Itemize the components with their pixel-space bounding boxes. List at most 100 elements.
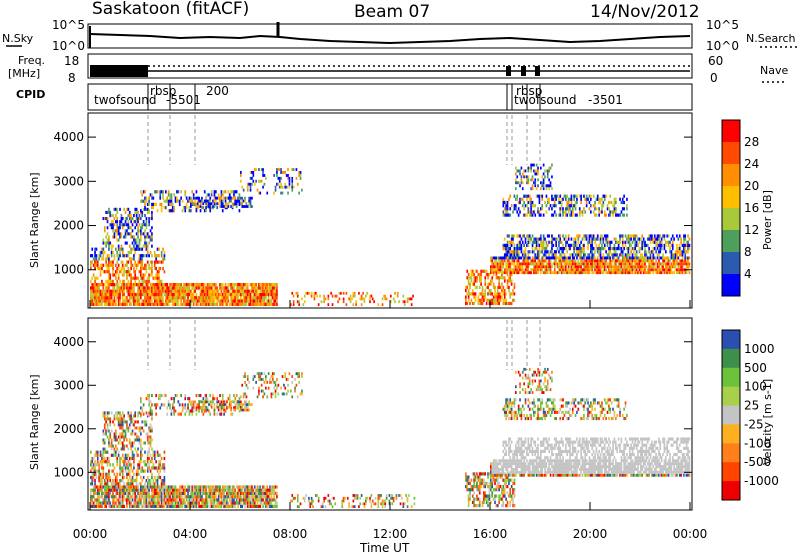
range-cell (502, 298, 505, 302)
range-cell (635, 265, 638, 269)
range-cell (109, 241, 112, 245)
range-cell (541, 175, 544, 179)
range-cell (605, 237, 607, 241)
range-cell (526, 181, 528, 185)
range-cell (621, 250, 624, 254)
range-cell (648, 271, 650, 275)
range-cell (559, 210, 562, 214)
range-cell (145, 479, 148, 483)
range-cell (178, 491, 181, 495)
range-cell (263, 302, 266, 306)
range-cell (266, 191, 269, 195)
range-cell (142, 460, 145, 464)
range-cell (127, 289, 130, 293)
range-cell (566, 256, 569, 260)
range-cell (251, 176, 253, 180)
range-cell (680, 250, 682, 254)
range-cell (124, 463, 127, 467)
range-cell (523, 213, 525, 217)
range-cell (116, 491, 119, 495)
range-cell (144, 207, 146, 211)
range-cell (517, 240, 520, 244)
range-cell (226, 292, 228, 297)
range-cell (126, 453, 128, 457)
range-cell (609, 250, 612, 254)
range-cell (135, 475, 138, 480)
range-cell (146, 296, 149, 300)
range-cell (537, 172, 539, 176)
range-cell (684, 271, 687, 275)
range-cell (233, 504, 235, 508)
range-cell (177, 491, 180, 495)
range-cell (231, 302, 234, 306)
range-cell (298, 191, 300, 195)
range-cell (626, 247, 628, 251)
range-cell (178, 495, 181, 499)
range-cell (108, 469, 110, 473)
range-cell (160, 296, 163, 300)
range-cell (588, 265, 591, 269)
range-cell (220, 495, 223, 499)
range-cell (192, 488, 195, 492)
range-cell (531, 250, 534, 254)
range-cell (98, 257, 100, 261)
range-cell (90, 469, 92, 473)
range-cell (171, 501, 174, 505)
range-cell (562, 256, 564, 260)
range-cell (108, 260, 110, 264)
range-cell (135, 232, 138, 236)
range-cell (106, 217, 109, 221)
range-cell (173, 193, 175, 197)
range-cell (237, 485, 239, 489)
range-cell (595, 247, 598, 251)
range-cell (595, 259, 598, 263)
range-cell (503, 301, 506, 306)
range-cell (638, 271, 641, 275)
range-cell (144, 214, 146, 218)
range-cell (233, 498, 235, 502)
range-cell (112, 485, 114, 489)
range-cell (562, 197, 564, 201)
range-cell (509, 250, 512, 254)
range-cell (576, 256, 578, 260)
range-cell (184, 286, 187, 290)
range-cell (506, 285, 509, 289)
range-cell (520, 178, 523, 182)
range-cell (256, 498, 259, 502)
range-cell (252, 488, 255, 492)
range-cell (505, 271, 507, 275)
range-cell (113, 479, 116, 483)
range-cell (496, 256, 499, 260)
range-cell (560, 271, 563, 275)
range-cell (102, 466, 105, 470)
range-cell (169, 286, 171, 290)
range-cell (174, 286, 177, 290)
range-cell (166, 495, 169, 499)
range-cell (202, 206, 205, 210)
range-cell (230, 283, 232, 287)
range-cell (516, 210, 519, 214)
range-cell (166, 283, 169, 287)
range-cell (559, 253, 562, 257)
range-cell (217, 485, 220, 489)
range-cell (110, 247, 113, 251)
range-cell (644, 256, 646, 260)
range-cell (217, 299, 220, 303)
range-cell (652, 259, 655, 263)
range-cell (190, 504, 192, 508)
range-cell (212, 501, 214, 505)
range-cell (153, 501, 156, 505)
range-cell (530, 262, 532, 266)
range-cell (212, 205, 214, 208)
range-cell (140, 469, 142, 473)
range-cell (208, 302, 210, 306)
range-cell (541, 207, 544, 211)
range-cell (683, 259, 685, 263)
range-cell (566, 207, 569, 211)
range-cell (574, 253, 577, 257)
range-cell (659, 240, 662, 244)
range-cell (473, 276, 475, 280)
range-cell (562, 247, 564, 251)
range-cell (655, 243, 657, 247)
range-cell (667, 265, 670, 269)
